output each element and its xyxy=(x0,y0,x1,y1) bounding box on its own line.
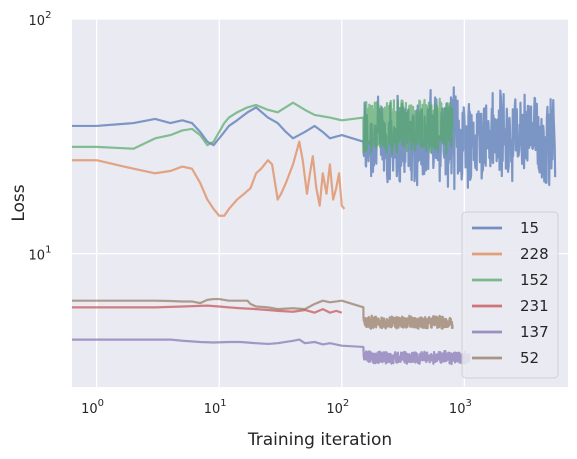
y-tick-label: 101 xyxy=(29,245,52,264)
series-line-231 xyxy=(72,304,343,314)
x-tick-labels: 100 101 102 103 xyxy=(81,398,472,417)
legend-box xyxy=(461,211,559,379)
series-line-52 xyxy=(72,297,454,330)
legend-label: 52 xyxy=(520,349,539,367)
x-axis-label: Training iteration xyxy=(247,430,392,450)
y-axis-label: Loss xyxy=(9,184,29,221)
legend-label: 152 xyxy=(520,271,549,289)
x-tick-label: 103 xyxy=(449,398,472,417)
series-line-228 xyxy=(72,140,346,217)
y-tick-labels: 101 102 xyxy=(29,10,52,264)
series-layer xyxy=(72,86,557,366)
legend: 15 228 152 231 137 52 xyxy=(461,211,559,379)
x-tick-label: 102 xyxy=(326,398,349,417)
series-line-152 xyxy=(72,97,454,156)
x-tick-label: 100 xyxy=(81,398,104,417)
legend-label: 228 xyxy=(520,245,549,263)
legend-label: 15 xyxy=(520,219,539,237)
legend-label: 137 xyxy=(520,323,549,341)
y-tick-label: 102 xyxy=(29,10,52,29)
legend-label: 231 xyxy=(520,297,549,315)
series-line-137 xyxy=(72,338,471,366)
x-tick-label: 101 xyxy=(204,398,227,417)
